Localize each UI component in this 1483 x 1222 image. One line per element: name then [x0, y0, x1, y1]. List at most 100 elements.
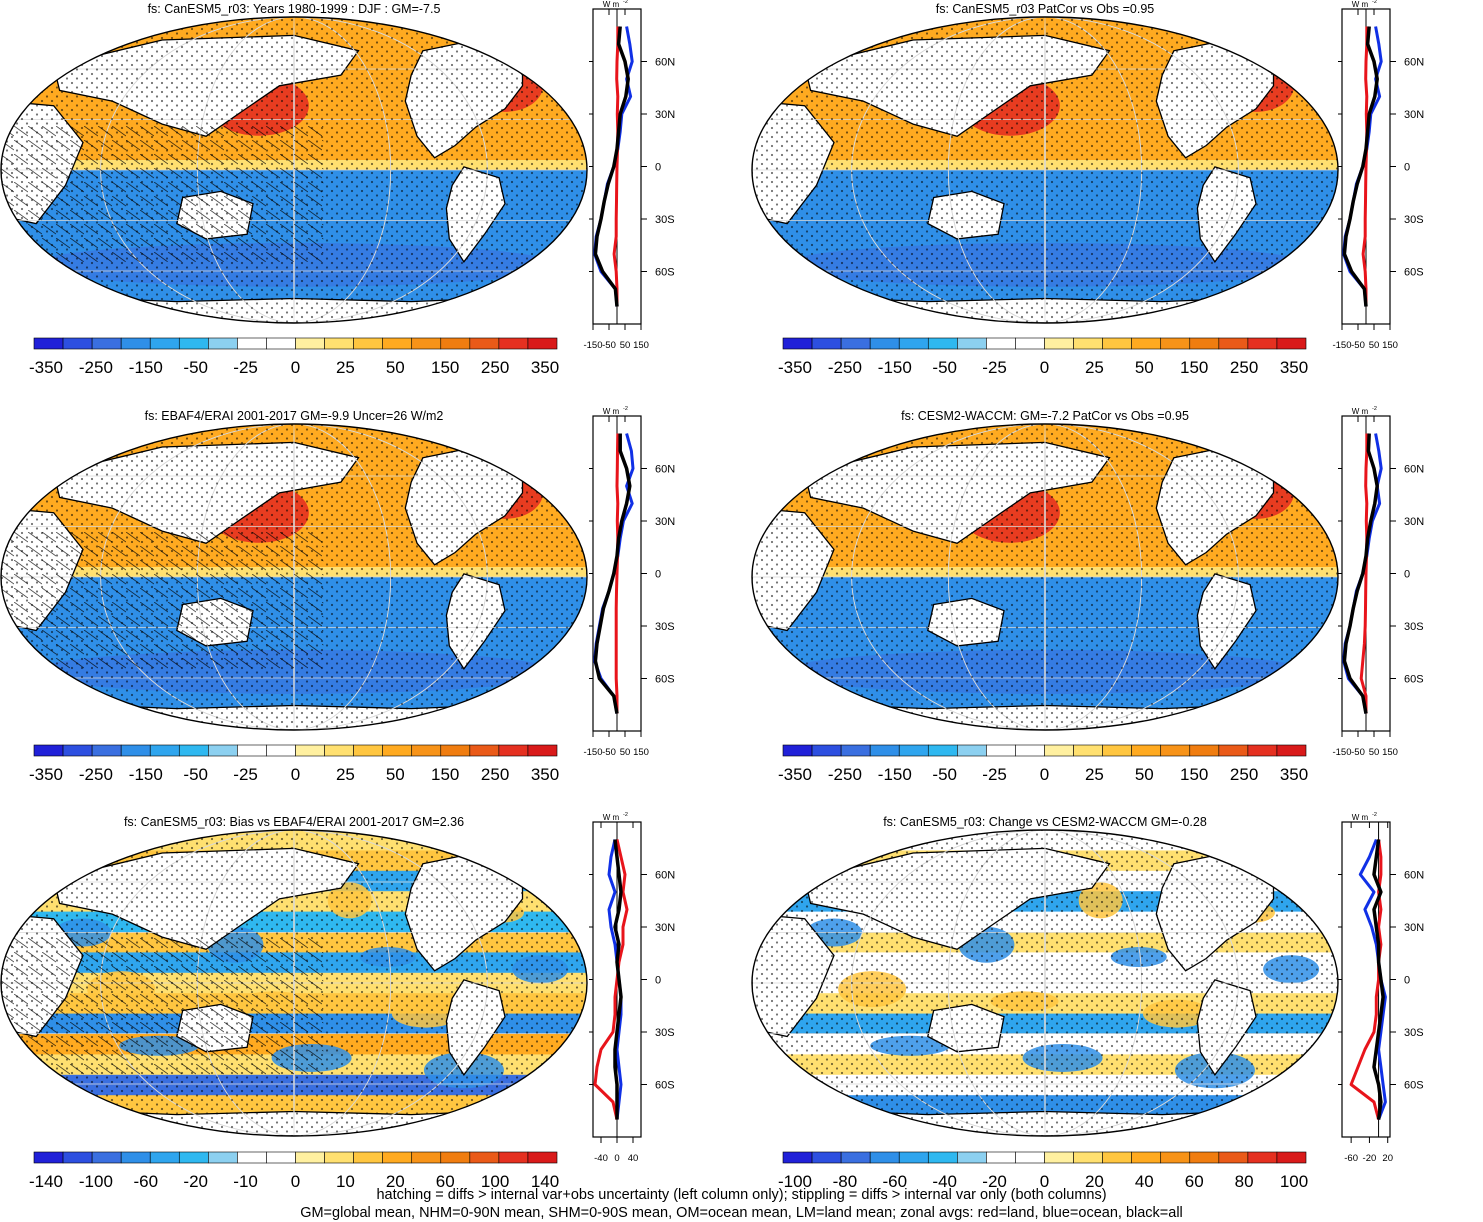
- colorbar: -350 -250 -150 -50 -25 0 25 50 150 250 350: [29, 337, 559, 377]
- profile-ytick-label: 60S: [655, 1080, 675, 1092]
- colorbar-swatch: [411, 337, 442, 350]
- colorbar-tick-label: -350: [29, 358, 63, 377]
- colorbar-swatch: [957, 744, 987, 757]
- colorbar-swatch: [324, 744, 354, 757]
- colorbar: -100 -80 -60 -40 -20 0 20 40 60 80 100: [778, 1151, 1308, 1191]
- colorbar-swatch: [295, 744, 325, 757]
- profile-xtick-label: -50: [1351, 340, 1365, 351]
- map-border: [0, 423, 588, 731]
- profile-unit-exp: -2: [623, 0, 628, 5]
- colorbar-tick-label: 250: [481, 765, 509, 784]
- colorbar-swatch: [1015, 337, 1045, 350]
- colorbar-tick-label: -150: [129, 358, 163, 377]
- colorbar-tick-label: 50: [386, 358, 405, 377]
- colorbar-swatch: [898, 744, 929, 757]
- profile-ytick-label: 0: [655, 162, 661, 174]
- profile-xtick-label: -150: [1332, 747, 1351, 758]
- colorbar-tick-label: -350: [778, 358, 812, 377]
- profile-xtick-label: 50: [1369, 747, 1380, 758]
- colorbar-swatch: [178, 1151, 209, 1164]
- colorbar-swatch: [1073, 1151, 1103, 1164]
- colorbar-swatch: [411, 744, 442, 757]
- colorbar-swatch: [869, 337, 900, 350]
- profile-all-line: [1342, 433, 1379, 714]
- colorbar-tick-label: 80: [1235, 1172, 1254, 1191]
- colorbar-swatch: [33, 337, 64, 350]
- colorbar: -350 -250 -150 -50 -25 0 25 50 150 250 350: [778, 744, 1308, 784]
- profile-xtick-label: -150: [1332, 340, 1351, 351]
- zonal-profile: W m -2 -150 -50 50 150 60N 30N 0 30S 60S: [583, 406, 675, 758]
- colorbar-swatch: [1160, 1151, 1191, 1164]
- colorbar-tick-label: 10: [336, 1172, 355, 1191]
- colorbar-tick-label: -100: [778, 1172, 812, 1191]
- panel-title: fs: CanESM5_r03: Change vs CESM2-WACCM G…: [883, 815, 1207, 829]
- colorbar-swatch: [440, 744, 471, 757]
- colorbar-tick-label: -150: [878, 765, 912, 784]
- colorbar-tick-label: 50: [1135, 765, 1154, 784]
- profile-land-line: [593, 839, 629, 1120]
- colorbar-swatch: [208, 744, 238, 757]
- colorbar-swatch: [1160, 337, 1191, 350]
- profile-xtick-label: 50: [620, 340, 631, 351]
- colorbar-swatch: [62, 1151, 93, 1164]
- profile-xtick-label: 150: [633, 747, 649, 758]
- colorbar-swatch: [957, 337, 987, 350]
- colorbar-swatch: [1276, 744, 1307, 757]
- profile-ytick-label: 30S: [655, 214, 675, 226]
- colorbar-tick-label: -50: [183, 358, 208, 377]
- map-panel: [751, 423, 1339, 731]
- profile-ytick-label: 30S: [1404, 1027, 1424, 1039]
- hatching: [1, 531, 324, 669]
- profile-ytick-label: 0: [1404, 162, 1410, 174]
- colorbar-tick-label: -60: [134, 1172, 159, 1191]
- colorbar-tick-label: 350: [1280, 765, 1308, 784]
- colorbar-tick-label: 350: [531, 358, 559, 377]
- profile-xtick-label: 40: [628, 1153, 639, 1164]
- profile-all-line: [1372, 839, 1385, 1120]
- profile-xtick-label: -50: [602, 747, 616, 758]
- profile-xtick-label: 0: [614, 1153, 619, 1164]
- map-panel: [0, 423, 588, 731]
- profile-ytick-label: 30S: [655, 1027, 675, 1039]
- colorbar-swatch: [1102, 337, 1132, 350]
- colorbar-tick-label: -50: [932, 358, 957, 377]
- map-border: [751, 829, 1339, 1137]
- colorbar-swatch: [498, 337, 529, 350]
- colorbar-tick-label: -60: [883, 1172, 908, 1191]
- colorbar-tick-label: -140: [29, 1172, 63, 1191]
- colorbar-swatch: [498, 1151, 529, 1164]
- colorbar-swatch: [149, 337, 180, 350]
- colorbar-swatch: [266, 744, 296, 757]
- colorbar-tick-label: 60: [436, 1172, 455, 1191]
- colorbar-swatch: [811, 744, 842, 757]
- colorbar-tick-label: -40: [932, 1172, 957, 1191]
- colorbar-swatch: [1044, 337, 1074, 350]
- profile-xtick-label: 50: [620, 747, 631, 758]
- profile-xtick-label: 20: [1382, 1153, 1393, 1164]
- profile-xtick-label: 150: [1382, 747, 1398, 758]
- profile-ytick-label: 30S: [655, 621, 675, 633]
- profile-all-line: [613, 839, 623, 1120]
- colorbar: -350 -250 -150 -50 -25 0 25 50 150 250 350: [29, 744, 559, 784]
- colorbar-swatch: [469, 744, 500, 757]
- colorbar-swatch: [1015, 744, 1045, 757]
- colorbar-swatch: [33, 744, 64, 757]
- map-panel: [0, 829, 588, 1137]
- colorbar-swatch: [237, 1151, 267, 1164]
- colorbar-swatch: [898, 1151, 929, 1164]
- profile-unit-exp: -2: [1372, 406, 1377, 412]
- profile-land-line: [614, 433, 620, 714]
- profile-ytick-label: 0: [1404, 569, 1410, 581]
- colorbar-tick-label: 25: [336, 358, 355, 377]
- colorbar-tick-label: -25: [233, 765, 258, 784]
- profile-ytick-label: 60S: [1404, 674, 1424, 686]
- colorbar-tick-label: -250: [828, 765, 862, 784]
- panel-title: fs: CESM2-WACCM: GM=-7.2 PatCor vs Obs =…: [901, 409, 1189, 423]
- panel-title: fs: CanESM5_r03: Years 1980-1999 : DJF :…: [148, 2, 441, 16]
- colorbar-tick-label: 350: [531, 765, 559, 784]
- profile-ytick-label: 30S: [1404, 621, 1424, 633]
- colorbar-tick-label: 100: [1280, 1172, 1308, 1191]
- profile-ytick-label: 60S: [655, 267, 675, 279]
- panel-title: fs: EBAF4/ERAI 2001-2017 GM=-9.9 Uncer=2…: [145, 409, 444, 423]
- colorbar-tick-label: -250: [79, 765, 113, 784]
